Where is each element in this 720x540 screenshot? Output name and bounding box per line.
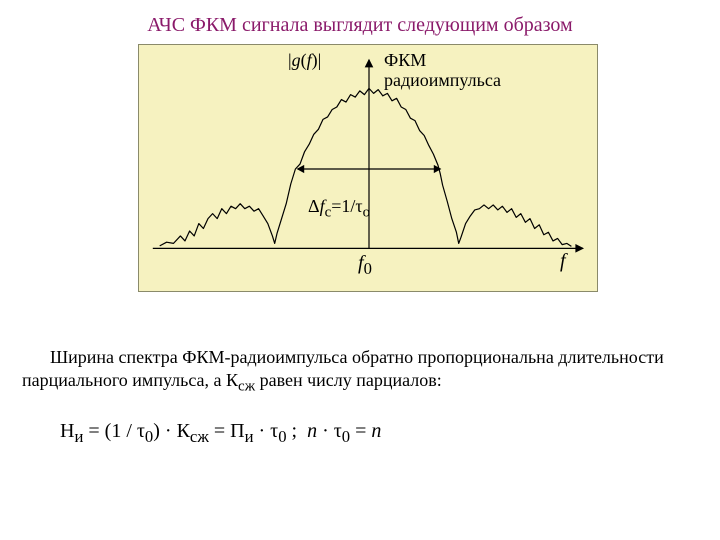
legend-line2: радиоимпульса — [384, 70, 501, 91]
f0-label: f0 — [358, 252, 372, 279]
delta-f-label: Δfс=1/τо — [308, 196, 370, 222]
body-paragraph: Ширина спектра ФКМ-радиоимпульса обратно… — [22, 346, 698, 396]
legend-line1: ФКМ — [384, 50, 426, 71]
f-axis-label: f — [560, 250, 566, 273]
page-title: АЧС ФКМ сигнала выглядит следующим образ… — [0, 14, 720, 37]
y-axis-label: |g(f)| — [288, 50, 321, 71]
formula: Ни = (1 / τ0) · Ксж = Пи · τ0 ; n · τ0 =… — [60, 420, 381, 447]
page: АЧС ФКМ сигнала выглядит следующим образ… — [0, 0, 720, 540]
